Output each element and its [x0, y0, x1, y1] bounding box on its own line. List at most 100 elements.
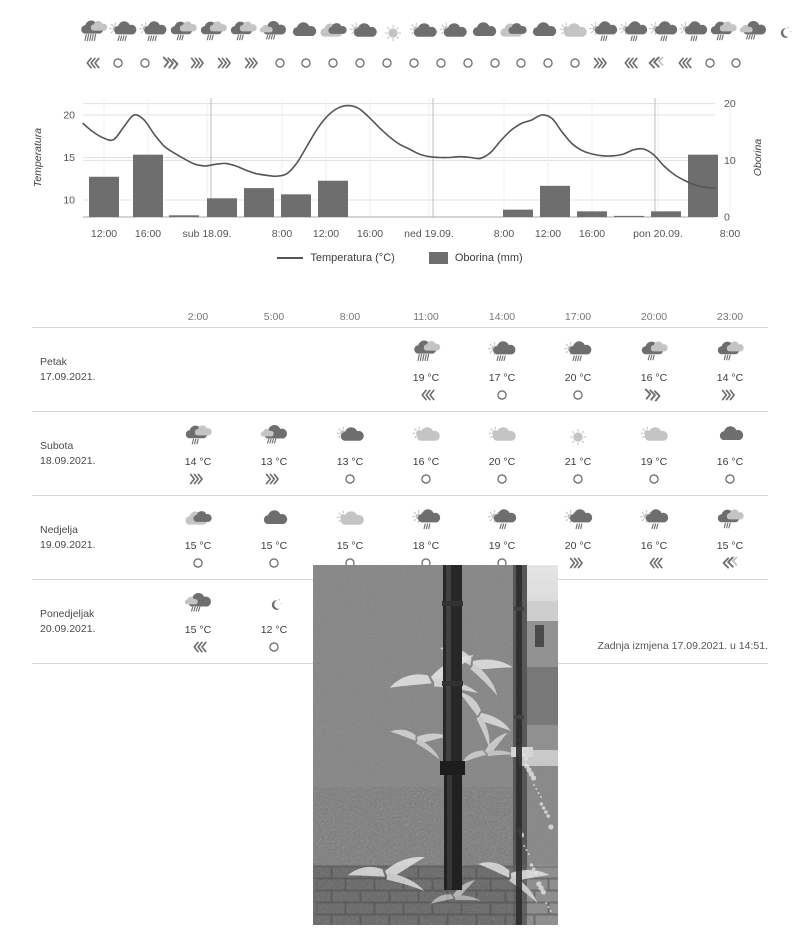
forecast-slot[interactable]: 15 °C — [236, 499, 312, 577]
forecast-slot[interactable]: 21 °C — [540, 415, 616, 493]
svg-text:12:00: 12:00 — [535, 228, 561, 240]
forecast-slot[interactable]: 15 °C — [160, 583, 236, 661]
strip-wind-icon-calm — [347, 52, 374, 74]
table-header-row: 2:00 5:00 8:00 11:00 14:00 17:00 20:00 2… — [32, 306, 768, 328]
strip-weather-icon-moon-clear — [768, 14, 798, 52]
calm-icon — [490, 388, 514, 402]
sun-rain-icon — [563, 338, 593, 368]
cloud-icon — [715, 422, 745, 452]
forecast-slot[interactable]: 15 °C — [312, 499, 388, 577]
forecast-slot[interactable]: 19 °C — [388, 331, 464, 409]
rain-heavy-icon — [411, 338, 441, 368]
strip-weather-icon-cloud-rain — [168, 14, 198, 52]
strip-weather-icon-sun-cloud — [408, 14, 438, 52]
forecast-slot[interactable]: 19 °C — [464, 499, 540, 577]
wind-swirl-icon — [718, 556, 742, 570]
slot-temperature: 20 °C — [488, 455, 516, 468]
forecast-slot[interactable]: 15 °C — [692, 499, 768, 577]
strip-wind-icon-wind-east-strong — [159, 52, 186, 74]
sun-cloud-light-icon — [411, 422, 441, 452]
time-header-0: 2:00 — [187, 311, 209, 323]
slot-temperature: 13 °C — [260, 455, 288, 468]
strip-wind-icon-calm — [696, 52, 723, 74]
forecast-slot[interactable]: 17 °C — [464, 331, 540, 409]
strip-wind-icon-calm — [132, 52, 159, 74]
sun-cloud-icon — [335, 422, 365, 452]
forecast-slot[interactable]: 19 °C — [616, 415, 692, 493]
slot-temperature: 20 °C — [564, 371, 592, 384]
cloud-icon — [259, 506, 289, 536]
day-date: 20.09.2021. — [40, 622, 96, 635]
svg-text:ned 19.09.: ned 19.09. — [404, 228, 454, 240]
slot-temperature: 15 °C — [184, 623, 212, 636]
strip-weather-icon-sun-cloud-rain — [588, 14, 618, 52]
day-cell: Nedjelja 19.09.2021. — [32, 523, 160, 553]
chart-canvas: 10 15 20 0 10 20 12:00 16:00 sub 18.09. 8:00 12:00… — [32, 98, 764, 240]
strip-wind-icon-wind-west — [616, 52, 643, 74]
strip-weather-icon-cloud — [468, 14, 498, 52]
strip-wind-icon-wind-east — [239, 52, 266, 74]
svg-text:16:00: 16:00 — [357, 228, 383, 240]
slot-temperature: 13 °C — [336, 455, 364, 468]
svg-text:16:00: 16:00 — [579, 228, 605, 240]
forecast-slot[interactable]: 14 °C — [692, 331, 768, 409]
strip-weather-icon-cloud-rain — [708, 14, 738, 52]
slot-temperature: 16 °C — [640, 539, 668, 552]
forecast-slot[interactable]: 16 °C — [388, 415, 464, 493]
forecast-slot[interactable]: 13 °C — [312, 415, 388, 493]
wind-east-icon — [262, 472, 286, 486]
sun-cloud-rain-icon — [411, 506, 441, 536]
strip-wind-icon-calm — [481, 52, 508, 74]
sun-icon — [563, 422, 593, 452]
forecast-slot[interactable]: 18 °C — [388, 499, 464, 577]
strip-wind-icon-calm — [320, 52, 347, 74]
svg-text:12:00: 12:00 — [91, 228, 117, 240]
wind-west-icon — [642, 556, 666, 570]
legend-line-icon — [277, 257, 304, 259]
chart-legend: Temperatura (°C) Oborina (mm) — [0, 252, 800, 264]
wind-east-icon — [718, 388, 742, 402]
time-header-4: 14:00 — [488, 311, 516, 323]
day-cell: Petak 17.09.2021. — [32, 355, 160, 385]
forecast-slot[interactable]: 20 °C — [540, 331, 616, 409]
time-header-6: 20:00 — [640, 311, 668, 323]
time-header-3: 11:00 — [413, 311, 439, 323]
strip-weather-icon-sun-cloud — [348, 14, 378, 52]
slot-temperature: 15 °C — [184, 539, 212, 552]
forecast-slot[interactable]: 15 °C — [160, 499, 236, 577]
cloud-drizzle-icon — [183, 590, 213, 620]
strip-wind-icon-calm — [454, 52, 481, 74]
cloud-rain-icon — [715, 338, 745, 368]
svg-text:Temperatura: Temperatura — [32, 128, 44, 187]
slot-temperature: 18 °C — [412, 539, 440, 552]
strip-wind-icon-wind-west — [669, 52, 696, 74]
cloud-rain-icon — [715, 506, 745, 536]
forecast-slot[interactable]: 16 °C — [616, 499, 692, 577]
day-cell: Subota 18.09.2021. — [32, 439, 160, 469]
strip-weather-icon-sun-cloud-light — [558, 14, 588, 52]
strip-wind-icon-wind-west — [78, 52, 105, 74]
forecast-slot[interactable]: 12 °C — [236, 583, 312, 661]
forecast-slot[interactable]: 20 °C — [464, 415, 540, 493]
table-row: Subota 18.09.2021. 14 °C 13 °C 13 °C 16 °C 20 … — [32, 412, 768, 496]
svg-text:10: 10 — [63, 195, 75, 207]
forecast-slot[interactable]: 13 °C — [236, 415, 312, 493]
slot-temperature: 19 °C — [640, 455, 668, 468]
sun-cloud-rain-icon — [487, 506, 517, 536]
strip-weather-icon-rain-heavy — [78, 14, 108, 52]
forecast-slot[interactable]: 14 °C — [160, 415, 236, 493]
svg-text:pon 20.09.: pon 20.09. — [633, 228, 683, 240]
slot-temperature: 15 °C — [336, 539, 364, 552]
svg-text:10: 10 — [724, 155, 736, 167]
slot-temperature: 17 °C — [488, 371, 516, 384]
svg-text:8:00: 8:00 — [494, 228, 515, 240]
strip-weather-icon-cloud-drizzle — [258, 14, 288, 52]
forecast-slot[interactable]: 16 °C — [616, 331, 692, 409]
day-date: 17.09.2021. — [40, 370, 96, 383]
cloud-drizzle-icon — [259, 422, 289, 452]
forecast-slot[interactable]: 20 °C — [540, 499, 616, 577]
forecast-slot[interactable]: 16 °C — [692, 415, 768, 493]
strip-weather-icon-cloud — [528, 14, 558, 52]
calm-icon — [490, 472, 514, 486]
day-name: Petak — [40, 355, 67, 368]
